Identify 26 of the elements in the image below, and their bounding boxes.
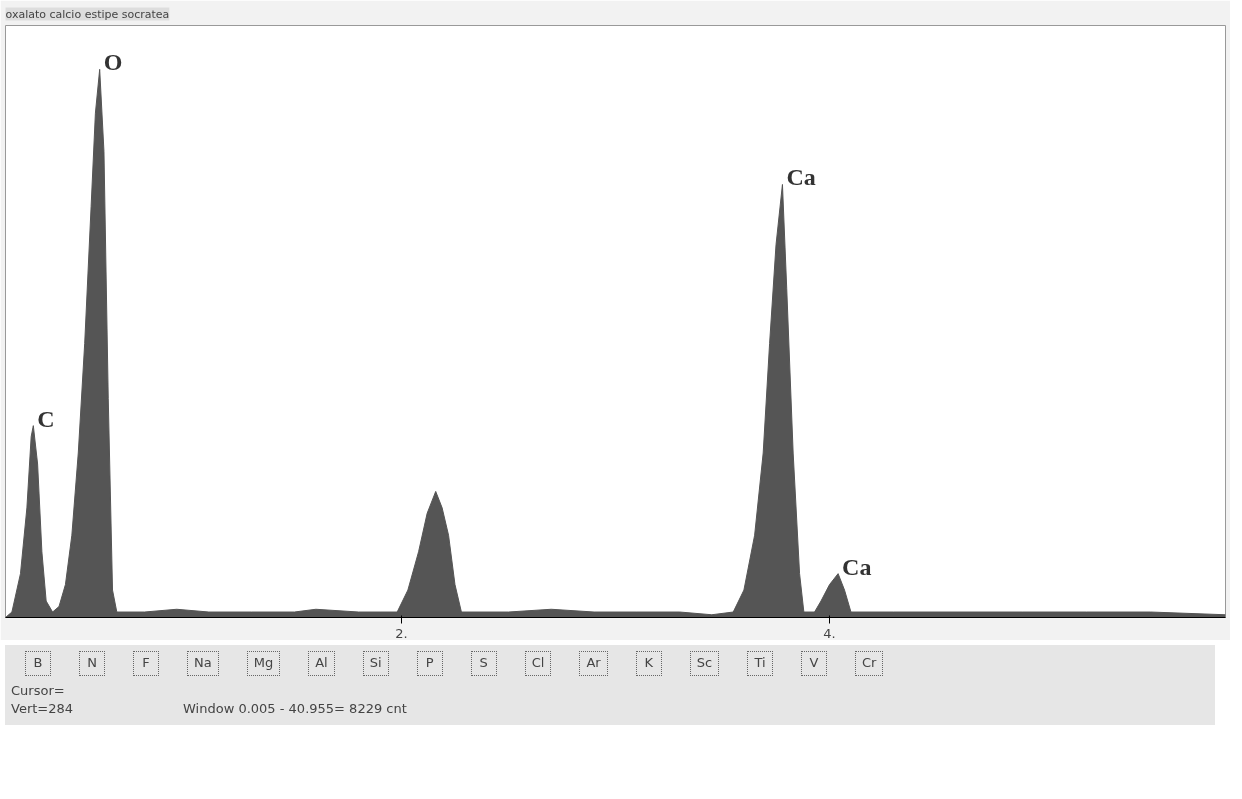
text: S <box>470 651 497 676</box>
text: Si <box>362 651 389 676</box>
text: Window 0.005 - 40.955= 8229 cnt <box>183 701 407 717</box>
text: Cursor= <box>11 681 66 700</box>
annotation: C <box>37 405 55 432</box>
text: Na <box>187 651 219 676</box>
text: V <box>801 651 828 676</box>
text: Sc <box>689 651 720 676</box>
chart-title: oxalato calcio estipe socratea <box>5 7 170 21</box>
text: Ti <box>747 651 774 676</box>
text: F <box>133 651 159 676</box>
text: Mg <box>246 651 281 676</box>
text: Vert=284 <box>11 701 74 717</box>
text: B <box>25 651 51 676</box>
text: Ar <box>579 651 608 676</box>
text: K <box>635 651 662 676</box>
text: Cr <box>855 651 884 676</box>
text: P <box>416 651 443 676</box>
text: Al <box>308 651 335 676</box>
annotation: Ca <box>842 553 872 580</box>
annotation: Ca <box>786 164 816 191</box>
x-tick-label: 2. <box>395 625 408 641</box>
text: N <box>79 651 105 676</box>
annotation: O <box>103 49 123 76</box>
x-tick-label: 4. <box>823 625 836 641</box>
text: Cl <box>524 651 552 676</box>
